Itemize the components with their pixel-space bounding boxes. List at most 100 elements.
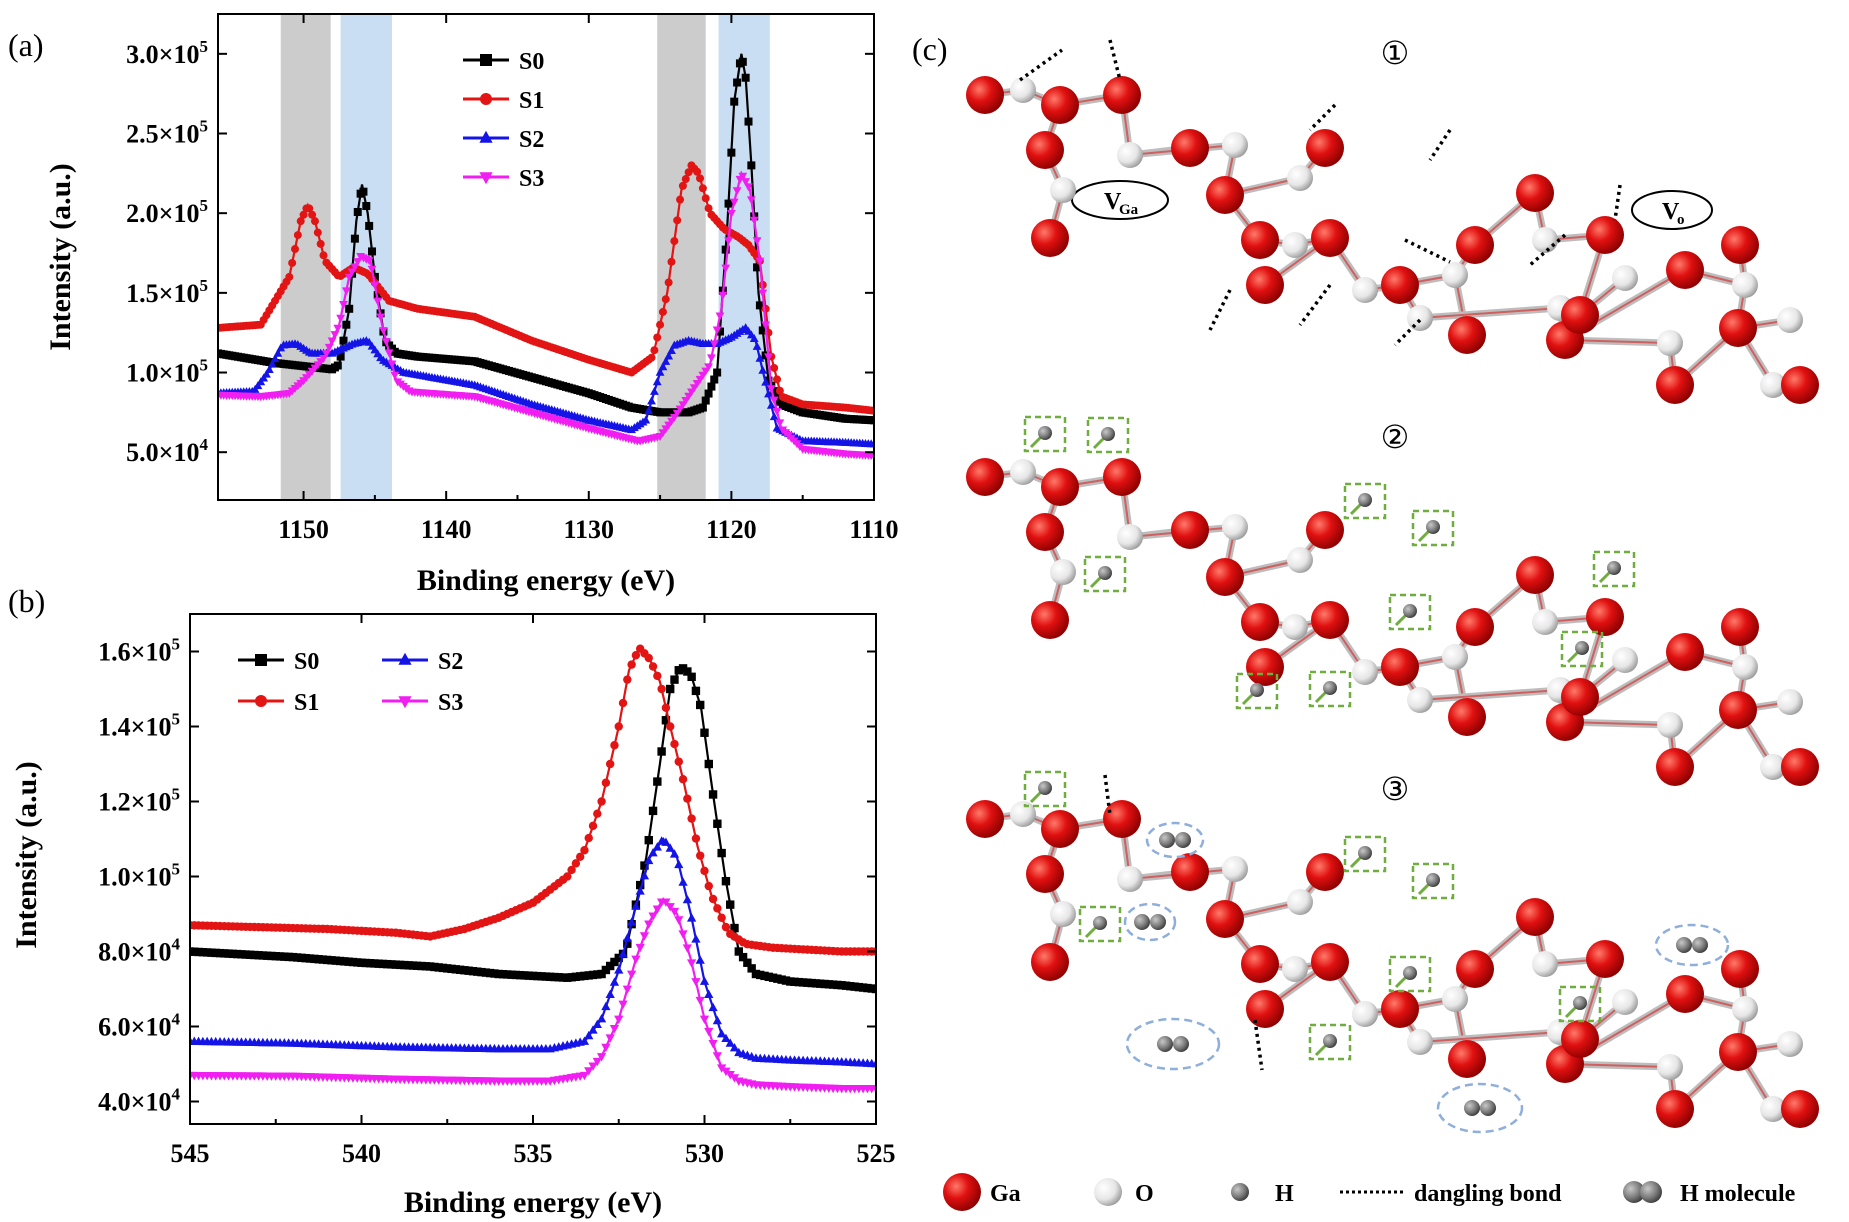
- data-point: [404, 961, 413, 970]
- data-point: [623, 675, 632, 684]
- ga-atom: [1041, 468, 1079, 506]
- data-point: [524, 971, 533, 980]
- o-atom: [1732, 996, 1758, 1022]
- data-point: [708, 1002, 718, 1012]
- data-point: [674, 916, 684, 925]
- data-point: [721, 1067, 731, 1077]
- data-point: [584, 833, 593, 843]
- h-molecule-atom: [1134, 914, 1150, 930]
- ga-atom: [1721, 950, 1759, 988]
- ga-atom: [1311, 219, 1349, 257]
- ga-atom: [1206, 900, 1244, 938]
- bond-highlight: [1419, 1031, 1561, 1043]
- h-molecule-atom: [1480, 1100, 1496, 1116]
- data-point: [408, 961, 418, 970]
- data-point: [275, 952, 285, 961]
- y-axis-label: Intensity (a.u.): [44, 163, 77, 351]
- data-point: [700, 728, 709, 737]
- legend-marker: [479, 130, 493, 143]
- data-point: [588, 821, 598, 831]
- data-point: [220, 949, 229, 958]
- data-point: [768, 973, 778, 982]
- data-point: [828, 980, 838, 989]
- h-atom: [1323, 1034, 1337, 1048]
- data-point: [593, 809, 602, 818]
- data-point: [798, 978, 808, 987]
- y-tick-label: 2.0×105: [126, 196, 208, 228]
- data-point: [661, 356, 671, 365]
- y-tick-label: 8.0×104: [98, 935, 180, 967]
- passivation-box: [1411, 509, 1455, 547]
- data-point: [761, 304, 770, 313]
- o-atom: [1732, 654, 1758, 680]
- data-point: [717, 1064, 727, 1073]
- ga-atom: [1241, 221, 1279, 259]
- data-point: [700, 866, 709, 876]
- o-atom: [1287, 889, 1313, 915]
- step-label-3: ③: [1381, 771, 1410, 807]
- data-point: [701, 396, 710, 405]
- data-point: [696, 700, 705, 710]
- data-point: [707, 382, 716, 391]
- data-point: [579, 1071, 590, 1081]
- passivation-box: [1343, 482, 1387, 520]
- data-point: [370, 959, 379, 968]
- data-point: [503, 970, 512, 979]
- h-molecule-atom: [1464, 1100, 1480, 1116]
- data-point: [631, 651, 641, 660]
- data-point: [347, 268, 357, 277]
- legend-h-label: H: [1275, 1181, 1294, 1207]
- ga-atom: [1516, 174, 1554, 212]
- series-S0: [218, 53, 874, 425]
- data-point: [715, 327, 724, 336]
- legend-h-molecule-label: H molecule: [1680, 1181, 1796, 1207]
- data-point: [330, 331, 340, 340]
- y-tick-label: 1.0×105: [126, 356, 208, 388]
- ga-atom: [1031, 943, 1069, 981]
- dangling-bond: [1298, 283, 1332, 327]
- ga-atom: [1311, 943, 1349, 981]
- schematic-legend: Ga O H dangling bond H molecule: [943, 1173, 1796, 1211]
- step-label-1: ①: [1381, 35, 1410, 71]
- data-point: [781, 976, 791, 985]
- data-point: [605, 989, 615, 998]
- data-point: [575, 852, 585, 862]
- data-point: [605, 961, 615, 971]
- data-point: [336, 314, 346, 323]
- data-point: [704, 759, 713, 769]
- data-point: [841, 981, 851, 990]
- y-tick-label: 6.0×104: [98, 1010, 180, 1042]
- data-point: [696, 851, 705, 860]
- data-point: [764, 389, 773, 398]
- vacancy-ga-subscript: Ga: [1119, 202, 1139, 218]
- data-point: [648, 848, 658, 857]
- ga-atom: [1041, 810, 1079, 848]
- data-point: [704, 204, 713, 213]
- data-point: [350, 234, 359, 243]
- data-point: [649, 386, 659, 395]
- o-atom: [1760, 754, 1786, 780]
- data-point: [381, 338, 391, 347]
- data-point: [609, 1025, 620, 1034]
- legend-marker: [398, 696, 412, 709]
- data-point: [744, 183, 753, 192]
- ga-atom-icon: [943, 1173, 981, 1211]
- ga-atom: [1456, 608, 1494, 646]
- data-point: [387, 960, 396, 969]
- series-S1: [190, 644, 876, 956]
- ga-atom: [1561, 678, 1599, 716]
- panel-label-a: (a): [8, 27, 44, 63]
- data-point: [670, 675, 679, 684]
- data-point: [391, 960, 400, 969]
- series-group: [190, 644, 876, 1094]
- data-point: [751, 969, 761, 979]
- dangling-bond: [1208, 289, 1232, 331]
- data-point: [447, 964, 456, 974]
- passivation-box: [1560, 630, 1604, 668]
- data-point: [741, 178, 751, 187]
- data-point: [773, 375, 782, 384]
- data-point: [430, 962, 439, 972]
- o-atom: [1732, 272, 1758, 298]
- ga-atom: [966, 458, 1004, 496]
- legend-label: S1: [519, 88, 544, 114]
